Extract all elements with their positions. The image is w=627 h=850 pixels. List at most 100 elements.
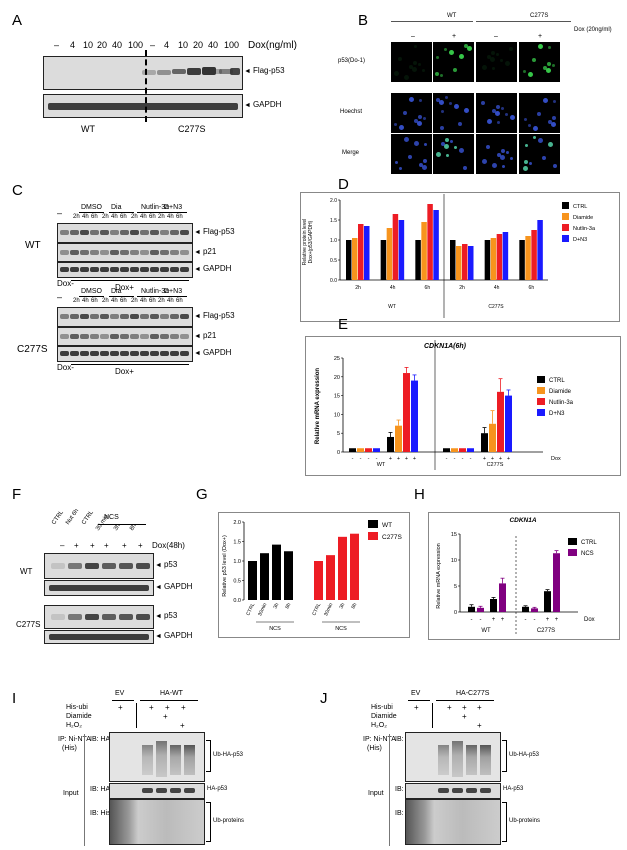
band	[110, 249, 119, 255]
cell	[510, 115, 515, 120]
smear	[142, 745, 153, 775]
legend-swatch	[562, 202, 569, 209]
treatment-label: Dia	[111, 204, 122, 211]
dox-sign: +	[74, 541, 79, 550]
micrograph	[519, 93, 560, 133]
right-label: HA-p53	[503, 786, 524, 792]
dox-sign: -	[470, 456, 472, 462]
micrograph	[433, 42, 474, 82]
band	[180, 333, 189, 339]
band	[102, 614, 116, 620]
cell	[505, 61, 510, 66]
x-tick-label: 30min	[323, 602, 334, 617]
bracket	[502, 740, 507, 772]
micrograph	[391, 93, 432, 133]
cond-sign: +	[165, 703, 170, 712]
cell	[419, 163, 423, 167]
bar	[346, 240, 352, 280]
band	[120, 249, 129, 255]
bar	[411, 380, 418, 452]
band	[100, 314, 109, 319]
cond-sign: +	[180, 721, 185, 730]
time-label: 4h	[167, 298, 174, 304]
cell	[524, 160, 528, 164]
row-label: GAPDH	[155, 631, 192, 640]
smear	[170, 745, 181, 775]
dox-sign: –	[60, 541, 65, 550]
bar	[392, 214, 399, 280]
y-tick-label: 0.0	[330, 278, 337, 284]
cond-label: H₂O₂	[371, 722, 387, 729]
band	[180, 351, 189, 356]
band	[51, 614, 65, 620]
micrograph	[433, 93, 474, 133]
y-label: Dox+(p53/GAPDH)	[308, 220, 314, 263]
group-c277s: C277S	[530, 13, 549, 19]
cell	[533, 126, 538, 131]
time-label: 4h	[167, 214, 174, 220]
input-label: Input	[368, 790, 384, 797]
treatment-label: Nutlin-3a	[141, 204, 170, 211]
panel-label-i: I	[12, 690, 17, 707]
ncs-label: NCS	[104, 514, 119, 521]
bar	[502, 232, 509, 280]
blot-row	[57, 262, 193, 278]
band	[70, 249, 79, 255]
divider	[389, 734, 390, 846]
bar	[365, 448, 372, 452]
chart-e: CDKN1A(6h) 0 5 10 15 20 25 Relative mRNA expres…	[315, 340, 574, 470]
group-label: C277S	[488, 304, 504, 310]
band	[150, 230, 159, 235]
blot-row	[57, 327, 193, 346]
bar	[415, 240, 421, 280]
his-label: (His)	[367, 745, 382, 752]
ncs-label: NCS	[269, 626, 281, 632]
cell	[408, 155, 412, 159]
y-tick-label: 20	[334, 375, 340, 381]
cell	[394, 123, 397, 126]
right-label: Ub-HA-p53	[509, 752, 540, 758]
cell	[538, 44, 543, 49]
y-tick-label: 15	[451, 532, 457, 538]
divider	[432, 703, 433, 728]
band	[90, 314, 99, 319]
divider	[84, 734, 85, 846]
cell	[537, 112, 541, 116]
dox-sign: -	[368, 456, 370, 462]
y-tick-label: 2.0	[233, 520, 241, 526]
time-label: 4h	[140, 214, 147, 220]
bar	[403, 373, 410, 452]
bar	[459, 448, 466, 452]
dox-sign: -	[454, 456, 456, 462]
band	[90, 230, 99, 235]
blot-ub-ha-p53	[405, 732, 501, 782]
band	[170, 314, 179, 319]
dox-sign: –	[494, 33, 498, 40]
band	[68, 614, 82, 620]
bar	[467, 448, 474, 452]
dose-tick: 100	[224, 40, 240, 50]
cell	[459, 148, 464, 153]
cell	[464, 44, 468, 48]
smear	[466, 745, 477, 775]
bar	[462, 244, 468, 280]
cell	[449, 50, 454, 55]
panel-label-e: E	[338, 316, 349, 333]
group-label: WT	[481, 628, 491, 634]
dox-sign: +	[491, 456, 494, 462]
input-label: Input	[63, 790, 79, 797]
dox-pos: Dox+	[115, 367, 134, 376]
smear	[452, 741, 463, 777]
cond-sign: +	[414, 703, 419, 712]
band	[119, 614, 133, 620]
dox-sign: +	[90, 541, 95, 550]
cell	[496, 105, 500, 109]
cell	[441, 110, 444, 113]
dox-sign: +	[397, 456, 400, 462]
cell	[403, 111, 407, 115]
legend-swatch	[568, 538, 577, 545]
y-tick-label: 10	[334, 412, 340, 418]
band	[170, 788, 181, 793]
time-label: 6h	[149, 214, 156, 220]
group-label: WT	[377, 462, 386, 468]
